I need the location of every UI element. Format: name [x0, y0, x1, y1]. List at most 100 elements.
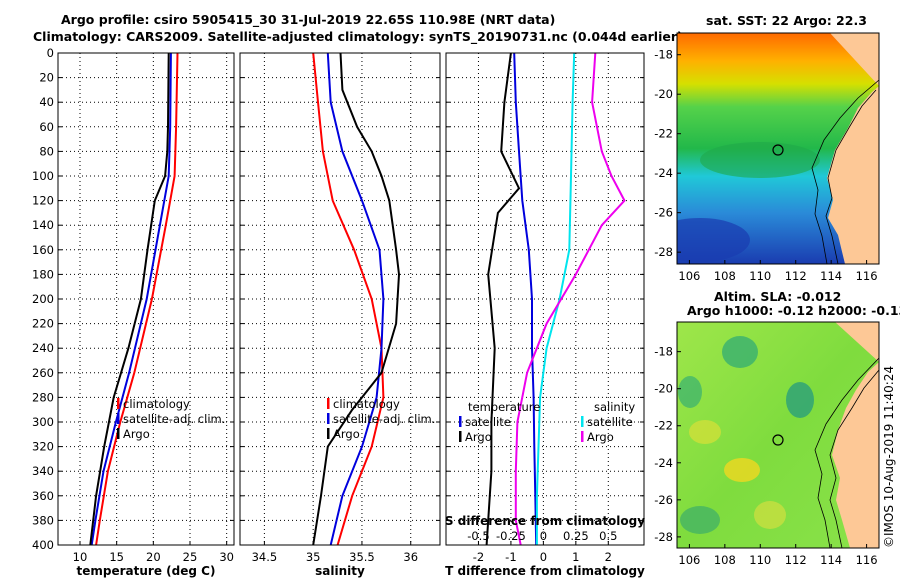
sst-cold-patch	[677, 218, 750, 262]
depth-tick-label: 220	[32, 317, 54, 331]
sla-coastline	[829, 369, 879, 548]
diff-s-tick-label: 0	[540, 529, 547, 543]
sla_map-lat-label: -26	[654, 493, 673, 507]
sst_map-lat-label: -26	[654, 206, 673, 220]
sla_map-lat-label: -20	[654, 382, 673, 396]
difference-xtick-label: 0	[540, 550, 547, 564]
sla-map-title-line2: Argo h1000: -0.12 h2000: -0.13	[687, 303, 900, 318]
sst_map-lon-label: 116	[856, 269, 878, 283]
salinity-legend-swatch	[327, 413, 330, 424]
sst-map-ticks: 106 108 110 112 114 116 -18 -20 -22 -24 -26 -28	[654, 48, 877, 283]
sla-high-3	[754, 501, 786, 529]
temperature-legend-label: satellite-adj. clim.	[123, 412, 225, 426]
sla-high-2	[689, 420, 721, 444]
sst-land	[827, 33, 879, 264]
diff-legend-label: satellite	[587, 415, 633, 429]
salinity-legend-label: climatology	[333, 397, 400, 411]
sla-map-frame	[676, 321, 880, 549]
sst_map-lon-label: 106	[678, 269, 700, 283]
depth-tick-label: 60	[39, 120, 54, 134]
diff-s-tick-label: 0.25	[563, 529, 589, 543]
depth-tick-label: 100	[32, 169, 54, 183]
temperature-panel: 0 20 40 60 80 100 120 140 160 180 200 220 240 260 280 3…	[32, 46, 235, 578]
diff-legend-swatch	[581, 416, 584, 427]
depth-tick-label: 40	[39, 95, 54, 109]
salinity-legend-swatch	[327, 398, 330, 409]
depth-tick-label: 340	[32, 464, 54, 478]
temperature-xtick-label: 20	[146, 550, 161, 564]
diff-legend-label: satellite	[465, 415, 511, 429]
sla_map-lon-label: 116	[856, 553, 878, 567]
sst-map-frame	[676, 32, 880, 265]
temperature-xtick-label: 30	[219, 550, 234, 564]
difference-series-t-satellite	[513, 52, 538, 546]
temperature-legend-swatch	[117, 413, 120, 424]
salinity-frame	[239, 52, 441, 546]
sst_map-lat-label: -18	[654, 48, 673, 62]
diff-legend-swatch	[581, 431, 584, 442]
depth-tick-label: 240	[32, 341, 54, 355]
difference-series-s-argo	[514, 52, 626, 546]
sla_map-lon-label: 110	[749, 553, 771, 567]
diff-legend-swatch	[459, 416, 462, 427]
sla_map-lon-label: 112	[785, 553, 807, 567]
depth-tick-label: 120	[32, 194, 54, 208]
sst-coastline	[825, 89, 877, 264]
depth-tick-label: 400	[32, 538, 54, 552]
temperature-series-climatology	[95, 52, 179, 546]
depth-tick-label: 320	[32, 440, 54, 454]
salinity-xtick-label: 36	[403, 550, 418, 564]
diff-legend-swatch	[459, 431, 462, 442]
salinity-xlabel: salinity	[315, 564, 365, 578]
depth-tick-label: 80	[39, 144, 54, 158]
sla_map-lat-label: -28	[654, 530, 673, 544]
sla-low-1	[722, 336, 758, 368]
difference-frame	[445, 52, 645, 546]
difference-xlabel: T difference from climatology	[445, 564, 645, 578]
sla_map-lon-label: 114	[820, 553, 842, 567]
sst_map-lon-label: 108	[714, 269, 736, 283]
salinity-legend-label: satellite-adj. clim.	[333, 412, 435, 426]
temperature-legend-swatch	[117, 398, 120, 409]
figure-title-line2: Climatology: CARS2009. Satellite-adjuste…	[33, 29, 683, 45]
depth-tick-label: 260	[32, 366, 54, 380]
diff-s-tick-label: -0.25	[496, 529, 526, 543]
temperature-legend-label: climatology	[123, 397, 190, 411]
depth-tick-label: 360	[32, 489, 54, 503]
sst-map-title: sat. SST: 22 Argo: 22.3	[706, 13, 867, 28]
temperature-series-satellite-adj-clim-	[90, 52, 172, 546]
sst_map-lat-label: -20	[654, 87, 673, 101]
sst_map-lon-label: 112	[785, 269, 807, 283]
temperature-series-argo	[89, 52, 170, 546]
sla_map-lon-label: 108	[714, 553, 736, 567]
salinity-panel: 34.5 35 35.5 36 salinity climatologysatellite…	[239, 52, 441, 578]
difference-series-s-satellite	[535, 52, 576, 545]
sla_map-lon-label: 106	[678, 553, 700, 567]
sst-bathymetry-contour	[811, 79, 879, 264]
temperature-xlabel: temperature (deg C)	[77, 564, 216, 578]
depth-tick-label: 20	[39, 71, 54, 85]
sla-high-1	[724, 458, 760, 482]
diff-legend-label: Argo	[465, 430, 492, 444]
sst-profile-marker	[772, 144, 784, 156]
depth-tick-label: 140	[32, 218, 54, 232]
depth-tick-label: 280	[32, 390, 54, 404]
temperature-xtick-label: 10	[73, 550, 88, 564]
sla-bathymetry-contour	[814, 357, 879, 548]
difference-xtick-label: 1	[572, 550, 579, 564]
diff-legend-label: Argo	[587, 430, 614, 444]
salinity-series-satellite-adj-clim-	[326, 52, 385, 546]
sst_map-lat-label: -22	[654, 127, 673, 141]
figure-title-line1: Argo profile: csiro 5905415_30 31-Jul-20…	[61, 12, 555, 28]
depth-tick-label: 300	[32, 415, 54, 429]
diff-s-axis-label: S difference from climatology	[445, 514, 645, 528]
sla-map-title-line1: Altim. SLA: -0.012	[714, 289, 841, 304]
temperature-xtick-label: 15	[109, 550, 124, 564]
sst_map-lon-label: 114	[820, 269, 842, 283]
sst-map-image	[677, 33, 879, 264]
sla-profile-marker	[772, 434, 784, 446]
salinity-legend-label: Argo	[333, 427, 360, 441]
depth-tick-label: 160	[32, 243, 54, 257]
temperature-legend-label: Argo	[123, 427, 150, 441]
difference-series-t-argo	[485, 52, 521, 546]
